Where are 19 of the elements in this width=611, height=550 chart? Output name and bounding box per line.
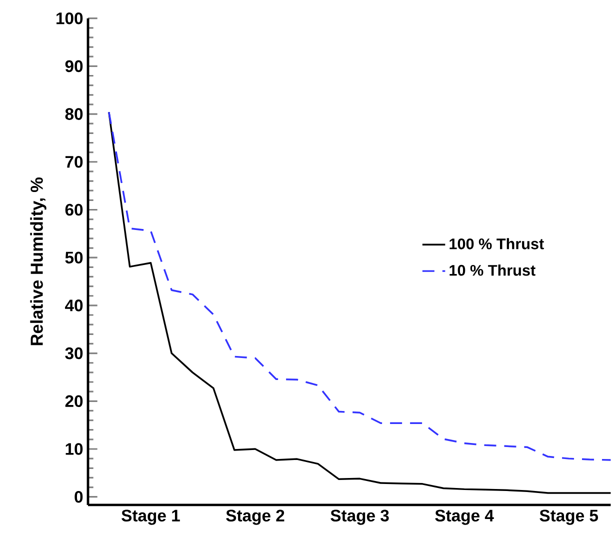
y-tick-label: 80	[65, 108, 83, 120]
x-tick-label: Stage 1	[122, 510, 180, 525]
y-tick-label: 60	[65, 204, 83, 216]
legend-label: 100 % Thrust	[450, 238, 544, 250]
y-tick-label: 70	[65, 156, 83, 168]
y-tick-label: 10	[66, 443, 83, 455]
y-tick-label: 20	[65, 395, 83, 408]
y-tick-label: 30	[65, 347, 83, 360]
legend-label: 10 % Thrust	[450, 264, 536, 276]
y-axis-title: Relative Humidity, %	[30, 178, 46, 346]
y-tick-label: 90	[65, 60, 83, 72]
y-tick-label: 100	[56, 12, 83, 24]
x-tick-label: Stage 2	[226, 510, 284, 525]
y-tick-label: 0	[74, 490, 83, 503]
x-tick-label: Stage 4	[435, 510, 494, 525]
x-tick-label: Stage 5	[540, 510, 598, 525]
y-tick-label: 40	[65, 300, 83, 312]
x-tick-label: Stage 3	[330, 510, 389, 525]
y-tick-label: 50	[65, 252, 83, 264]
